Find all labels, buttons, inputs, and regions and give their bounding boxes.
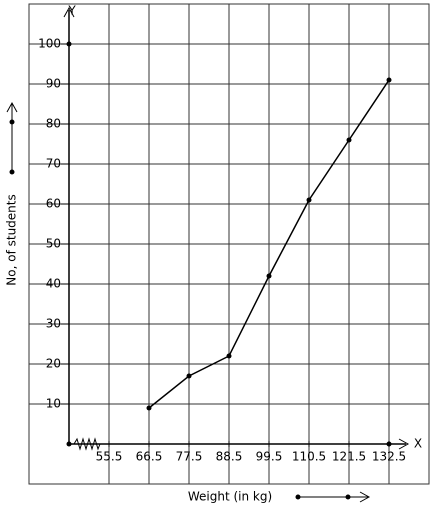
y-tick-label: 30 bbox=[46, 317, 61, 331]
x-tick-label: 110.5 bbox=[292, 450, 326, 464]
x-tick-label: 77.5 bbox=[176, 450, 203, 464]
data-point bbox=[306, 197, 312, 203]
y-tick-label: 80 bbox=[46, 117, 61, 131]
axis-break bbox=[73, 437, 101, 451]
y-tick-label: 70 bbox=[46, 157, 61, 171]
y-tick-label: 90 bbox=[46, 77, 61, 91]
data-point bbox=[226, 353, 232, 359]
x-axis-label: Weight (in kg) bbox=[188, 490, 272, 504]
data-point bbox=[346, 137, 352, 143]
y-tick-label: 60 bbox=[46, 197, 61, 211]
y-axis-name: Y bbox=[67, 4, 76, 18]
axis-dot bbox=[386, 441, 392, 447]
y-tick-label: 40 bbox=[46, 277, 61, 291]
x-tick-label: 66.5 bbox=[136, 450, 163, 464]
x-tick-label: 99.5 bbox=[256, 450, 283, 464]
x-tick-label: 55.5 bbox=[96, 450, 123, 464]
y-tick-label: 10 bbox=[46, 397, 61, 411]
y-tick-label: 100 bbox=[38, 37, 61, 51]
data-point bbox=[146, 405, 152, 411]
x-axis-arrow bbox=[398, 438, 410, 450]
data-point bbox=[386, 77, 392, 83]
y-axis-arrow bbox=[63, 6, 75, 18]
axis-dot bbox=[66, 441, 72, 447]
data-point bbox=[266, 273, 272, 279]
y-tick-label: 20 bbox=[46, 357, 61, 371]
decoration-arrows bbox=[6, 101, 371, 503]
x-tick-label: 88.5 bbox=[216, 450, 243, 464]
x-axis-name: X bbox=[414, 437, 422, 451]
data-point bbox=[186, 373, 192, 379]
axis-dot bbox=[66, 41, 72, 47]
y-tick-label: 50 bbox=[46, 237, 61, 251]
y-axis-label: No, of students bbox=[5, 194, 19, 285]
x-tick-label: 121.5 bbox=[332, 450, 366, 464]
x-tick-label: 132.5 bbox=[372, 450, 406, 464]
